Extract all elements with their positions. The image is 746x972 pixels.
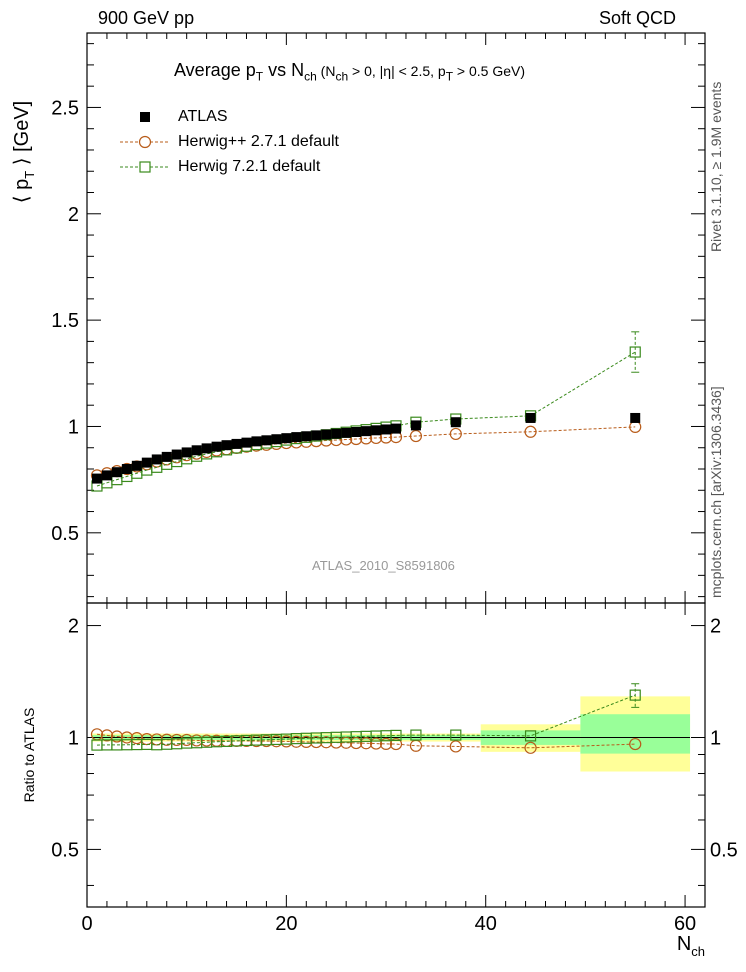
- atlas-main-point: [131, 460, 142, 471]
- x-tick-label-2: 40: [475, 913, 497, 935]
- atlas-main-point: [151, 454, 162, 465]
- atlas-main-point: [381, 424, 392, 435]
- ratio-y-tick-label-right-1: 1: [710, 727, 721, 749]
- ratio-y-tick-label-0: 0.5: [51, 839, 79, 861]
- atlas-main-point: [191, 445, 202, 456]
- herwigpp-ratio-point: [100, 729, 114, 742]
- legend-marker-atlas: [140, 112, 150, 122]
- atlas-main-point: [450, 417, 461, 428]
- atlas-main-point: [201, 443, 212, 454]
- main-y-tick-label-2: 1.5: [51, 310, 79, 332]
- title-part-e: > 0.5 GeV): [453, 63, 526, 79]
- atlas-main-point: [271, 434, 282, 445]
- atlas-main-point: [221, 440, 232, 451]
- x-tick-label-1: 20: [275, 913, 297, 935]
- ratio-y-tick-label-right-0: 0.5: [710, 839, 738, 861]
- atlas-main-point: [161, 451, 172, 462]
- atlas-main-point: [281, 433, 292, 444]
- ratio-y-tick-label-right-2: 2: [710, 616, 721, 638]
- herwig7-main-point: [629, 346, 641, 358]
- atlas-main-point: [261, 435, 272, 446]
- herwigpp-main-point: [449, 427, 462, 441]
- atlas-main-point: [181, 447, 192, 458]
- atlas-main-point: [101, 470, 112, 481]
- herwig7-ratio-point: [390, 729, 402, 742]
- atlas-main-point: [171, 449, 182, 460]
- atlas-main-point: [361, 426, 372, 437]
- herwig7-ratio-point: [450, 729, 462, 741]
- title-sub-c: ch: [335, 69, 349, 84]
- atlas-main-point: [301, 431, 312, 442]
- atlas-main-point: [91, 473, 102, 484]
- header-right: Soft QCD: [599, 8, 677, 28]
- atlas-main-point: [111, 467, 122, 478]
- atlas-main-point: [391, 423, 401, 434]
- herwigpp-ratio-point: [524, 741, 537, 754]
- title-part-b: vs N: [263, 60, 305, 80]
- analysis-watermark: ATLAS_2010_S8591806: [312, 558, 455, 573]
- herwigpp-ratio-point: [110, 730, 124, 743]
- herwigpp-ratio-point: [449, 740, 462, 753]
- legend-marker-herwigpp: [138, 135, 152, 149]
- x-tick-label-0: 0: [81, 913, 92, 935]
- atlas-main-point: [291, 432, 302, 443]
- herwigpp-ratio-point: [389, 737, 403, 751]
- atlas-main-point: [410, 420, 421, 431]
- title-sub-d: T: [445, 69, 454, 84]
- ratio-y-tick-label-2: 2: [68, 616, 79, 638]
- herwigpp-ratio-point: [369, 737, 383, 750]
- legend-label-herwigpp: Herwig++ 2.7.1 default: [178, 133, 339, 150]
- herwig7-main-line: [96, 351, 636, 487]
- herwigpp-ratio-point: [629, 737, 642, 751]
- legend-label-atlas: ATLAS: [178, 108, 228, 125]
- atlas-main-point: [241, 437, 252, 448]
- side-label-mcplots: mcplots.cern.ch [arXiv:1306.3436]: [708, 386, 724, 598]
- main-y-tick-label-4: 2.5: [51, 97, 79, 119]
- herwigpp-main-point: [524, 425, 537, 438]
- ratio-band-green-2: [580, 714, 691, 754]
- herwigpp-ratio-point: [359, 737, 373, 750]
- title-part-a: Average p: [174, 60, 256, 80]
- herwigpp-ratio-point: [120, 731, 133, 744]
- x-tick-label-3: 60: [674, 913, 696, 935]
- chart-title: Average pT vs Nch (Nch > 0, |η| < 2.5, p…: [174, 60, 525, 84]
- atlas-main-point: [251, 436, 262, 447]
- atlas-main-point: [371, 425, 382, 436]
- title-part-d: > 0, |η| < 2.5, p: [348, 63, 446, 79]
- herwigpp-main-point: [409, 429, 423, 443]
- x-axis-label: Nch: [677, 933, 705, 959]
- atlas-main-point: [351, 427, 362, 437]
- side-label-rivet: Rivet 3.1.10, ≥ 1.9M events: [708, 81, 724, 252]
- herwig7-ratio-point: [629, 689, 641, 701]
- main-y-tick-label-0: 0.5: [51, 523, 79, 545]
- ratio-y-axis-label: Ratio to ATLAS: [21, 708, 37, 803]
- title-sub-b: ch: [304, 69, 317, 84]
- legend-label-herwig7: Herwig 7.2.1 default: [178, 158, 321, 175]
- legend-marker-herwig7: [139, 161, 151, 173]
- title-part-c: (N: [316, 63, 336, 79]
- herwig7-ratio-point: [524, 730, 537, 742]
- atlas-main-point: [231, 438, 242, 449]
- herwig7-ratio-line: [96, 694, 636, 746]
- herwig7-ratio-point: [410, 729, 422, 741]
- header-left: 900 GeV pp: [98, 8, 195, 28]
- atlas-main-point: [321, 429, 332, 440]
- title-sub-a: T: [255, 69, 264, 84]
- atlas-main-point: [525, 412, 536, 423]
- main-y-tick-label-1: 1: [68, 416, 79, 438]
- herwigpp-ratio-point: [350, 736, 363, 750]
- main-y-axis-label: ⟨ pT ⟩ [GeV]: [11, 101, 37, 204]
- atlas-main-point: [141, 457, 152, 468]
- atlas-main-point: [630, 412, 641, 423]
- main-y-tick-label-3: 2: [68, 204, 79, 226]
- atlas-main-point: [121, 464, 132, 475]
- atlas-main-point: [331, 428, 342, 439]
- atlas-main-point: [341, 427, 352, 438]
- ratio-y-tick-label-1: 1: [68, 727, 79, 749]
- herwigpp-ratio-point: [379, 737, 393, 751]
- atlas-main-point: [311, 430, 322, 441]
- herwigpp-ratio-point: [130, 732, 143, 745]
- atlas-main-point: [211, 441, 222, 452]
